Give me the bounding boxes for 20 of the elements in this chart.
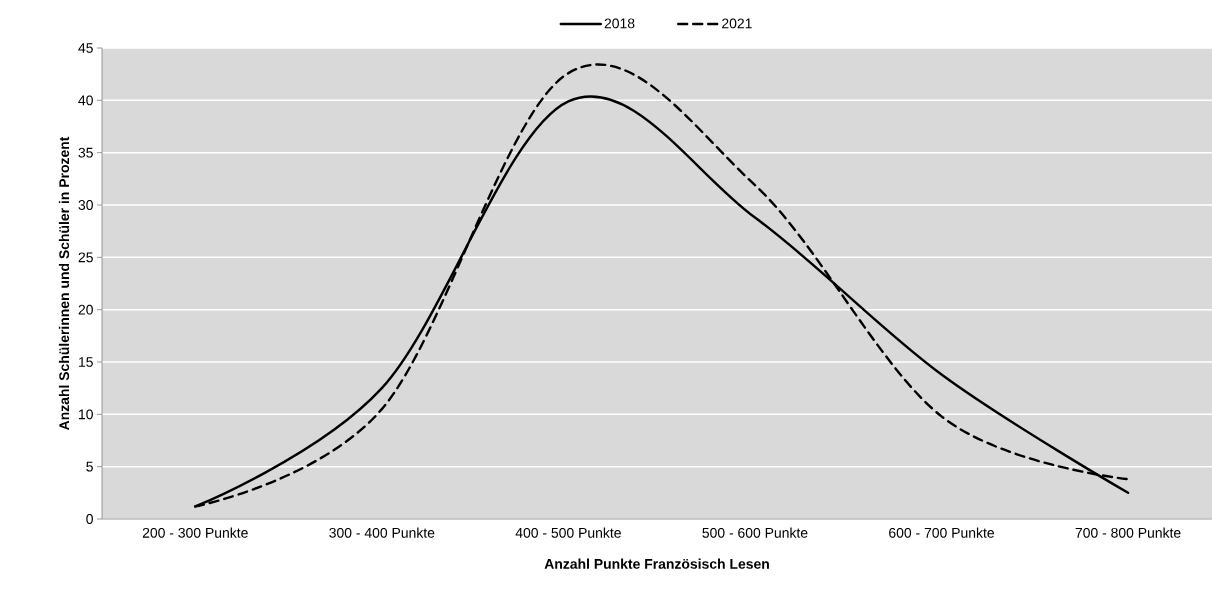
y-axis-title: Anzahl Schülerinnen und Schüler in Prozent [58,136,70,431]
y-tick-label: 35 [78,147,93,158]
x-tick-label: 600 - 700 Punkte [889,527,994,538]
x-tick-label: 200 - 300 Punkte [142,527,248,538]
y-tick-label: 0 [86,514,93,524]
x-axis-title: Anzahl Punkte Französisch Lesen [544,558,769,569]
x-tick-label: 700 - 800 Punkte [1075,527,1181,538]
x-tick-label: 500 - 600 Punkte [702,527,808,538]
x-tick-label: 400 - 500 Punkte [515,527,621,538]
y-tick-label: 45 [78,43,93,53]
y-tick-label: 25 [78,252,93,263]
legend-label: 2021 [722,18,752,29]
y-tick-label: 30 [78,200,93,210]
y-tick-label: 20 [78,304,93,315]
x-tick-label: 300 - 400 Punkte [329,527,435,538]
y-tick-label: 5 [86,461,93,472]
y-tick-label: 10 [79,409,93,420]
y-tick-label: 40 [78,95,93,106]
legend-label: 2018 [604,18,635,29]
y-tick-label: 15 [79,357,93,367]
